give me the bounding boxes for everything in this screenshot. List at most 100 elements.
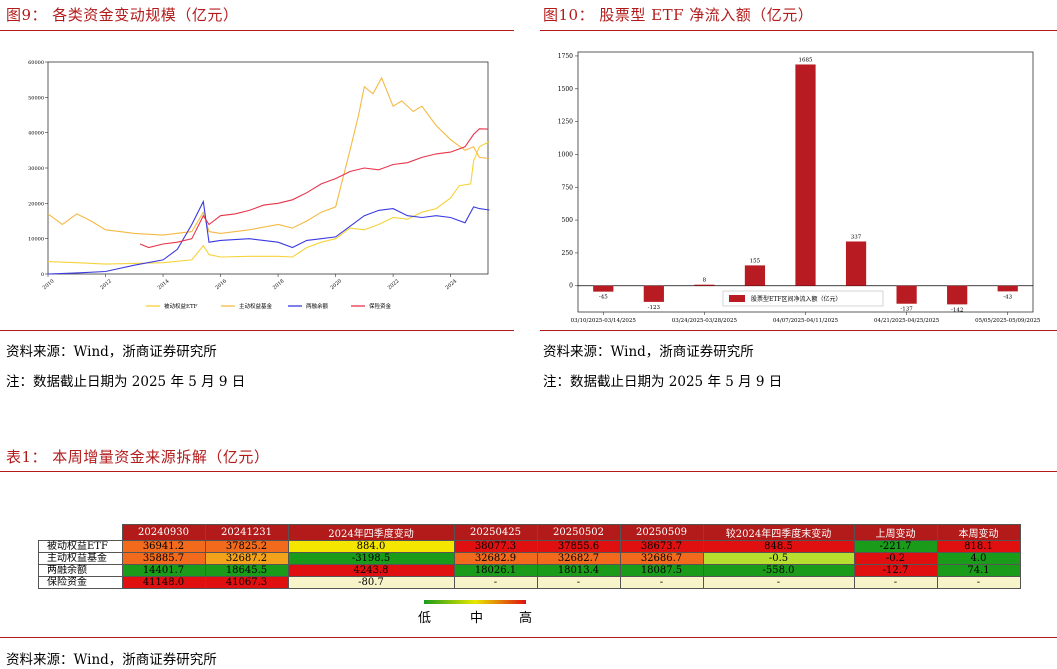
table-cell: 18645.5 (204, 564, 289, 577)
table1-bottom-rule (0, 637, 1057, 638)
fig10-note: 注：数据截止日期为 2025 年 5 月 9 日 (543, 374, 783, 390)
table-cell: 32682.7 (536, 552, 621, 565)
x-tick-label: 2014 (157, 278, 171, 291)
x-tick-label: 2012 (99, 278, 113, 291)
table-cell: 32687.2 (204, 552, 289, 565)
row-label: 保险资金 (38, 576, 123, 589)
table-row: 主动权益基金 35885.7 32687.2 -3198.5 32682.9 32682.… (38, 552, 1021, 565)
fig9-line-chart: 0 10000 20000 30000 40000 50000 60000 2010 2012 2… (28, 60, 490, 310)
bar-value-label: 8 (703, 278, 707, 284)
y-tick-label: 40000 (28, 131, 44, 137)
table-cell: 18087.5 (619, 564, 704, 577)
table-cell: 4243.8 (287, 564, 455, 577)
legend-swatch (729, 295, 745, 302)
column-header: 20250425 (453, 524, 538, 541)
y-tick-label: 1500 (558, 86, 573, 93)
table1-source: 资料来源：Wind，浙商证券研究所 (6, 652, 217, 668)
column-header: 20250509 (619, 524, 704, 541)
table-cell: 32686.7 (619, 552, 704, 565)
bar (643, 285, 664, 302)
bar-value-label: -43 (1003, 294, 1012, 300)
table-header-row: 20240930 20241231 2024年四季度变动 20250425 202505… (38, 524, 1021, 541)
bar-value-label: 337 (851, 234, 862, 240)
column-header: 20250502 (536, 524, 621, 541)
table-cell: 18013.4 (536, 564, 621, 577)
fig10-bar-chart: 0 250 500 750 1000 1250 1500 1750 -45 -123 8 155 168… (558, 51, 1041, 324)
y-tick-label: 1250 (558, 119, 573, 126)
bar (795, 64, 816, 286)
table1-title-rule (0, 471, 1057, 472)
column-header: 2024年四季度变动 (287, 524, 455, 541)
table-cell: 848.5 (702, 540, 855, 553)
bar-value-label: -123 (648, 305, 661, 311)
fig10-title-rule (540, 30, 1057, 31)
table-cell: 884.0 (287, 540, 455, 553)
bar-value-label: 155 (750, 258, 761, 264)
table-cell: 38673.7 (619, 540, 704, 553)
table-cell: 4.0 (936, 552, 1021, 565)
fig9-chart: 0 10000 20000 30000 40000 50000 60000 2010 2012 2… (26, 52, 506, 322)
table-cell: - (936, 576, 1021, 589)
table-cell: 41067.3 (204, 576, 289, 589)
table-cell: - (619, 576, 704, 589)
fig9-bottom-rule (0, 330, 514, 331)
row-label: 两融余额 (38, 564, 123, 577)
y-tick-label: 0 (41, 272, 44, 278)
bar (896, 285, 917, 304)
table-cell: 35885.7 (121, 552, 206, 565)
header-corner (38, 524, 122, 541)
bar-value-label: 1685 (799, 57, 813, 63)
bar (593, 285, 614, 292)
table-cell: 41148.0 (121, 576, 206, 589)
series-line-2 (47, 76, 490, 236)
legend-low: 低 (418, 611, 432, 626)
y-tick-label: 1750 (558, 53, 573, 60)
bar (694, 284, 715, 286)
fund-source-table: 20240930 20241231 2024年四季度变动 20250425 202505… (38, 524, 1021, 589)
fig10-title: 图10： 股票型 ETF 净流入额（亿元） (543, 6, 814, 24)
x-tick-label: 2024 (444, 278, 458, 291)
legend-label: 保险资金 (369, 302, 392, 310)
legend-label: 股票型ETF区间净流入额（亿元） (751, 295, 842, 303)
bar (997, 285, 1018, 292)
column-header: 本周变动 (936, 524, 1021, 541)
fig9-title: 图9： 各类资金变动规模（亿元） (6, 6, 239, 24)
table-cell: -0.5 (702, 552, 855, 565)
table-cell: 37855.6 (536, 540, 621, 553)
bar (947, 285, 968, 305)
table-cell: 36941.2 (121, 540, 206, 553)
series-line-3 (47, 199, 490, 275)
heat-legend-gradient (424, 600, 526, 604)
column-header: 上周变动 (853, 524, 938, 541)
x-tick-label: 04/21/2025-04/25/2025 (874, 318, 940, 324)
y-tick-label: 10000 (28, 237, 44, 243)
table-row: 两融余额 14401.7 18645.5 4243.8 18026.1 18013.4 18… (38, 564, 1021, 577)
y-tick-label: 0 (569, 283, 573, 290)
y-tick-label: 60000 (28, 60, 44, 66)
x-tick-label: 03/24/2025-03/28/2025 (672, 318, 738, 324)
table-cell: -12.7 (853, 564, 938, 577)
bar-value-label: -45 (599, 295, 608, 301)
table-cell: -3198.5 (287, 552, 455, 565)
fig10-bottom-rule (540, 330, 1057, 331)
table-row: 被动权益ETF 36941.2 37825.2 884.0 38077.3 37855.6… (38, 540, 1021, 553)
legend-mid: 中 (470, 611, 484, 626)
fig9-note: 注：数据截止日期为 2025 年 5 月 9 日 (6, 374, 246, 390)
legend-label: 两融余额 (306, 302, 329, 310)
bar (744, 265, 766, 286)
table-cell: - (853, 576, 938, 589)
table-cell: 14401.7 (121, 564, 206, 577)
plot-frame (47, 61, 489, 275)
table-cell: 32682.9 (453, 552, 538, 565)
x-tick-label: 2010 (42, 278, 56, 291)
table-cell: - (536, 576, 621, 589)
bar (845, 241, 867, 286)
row-label: 被动权益ETF (38, 540, 123, 553)
table-cell: -0.2 (853, 552, 938, 565)
y-tick-label: 50000 (28, 95, 44, 101)
legend-high: 高 (519, 611, 533, 626)
legend-label: 主动权益基金 (239, 302, 273, 310)
table-cell: 18026.1 (453, 564, 538, 577)
column-header: 较2024年四季度末变动 (702, 524, 855, 541)
table-cell: - (453, 576, 538, 589)
